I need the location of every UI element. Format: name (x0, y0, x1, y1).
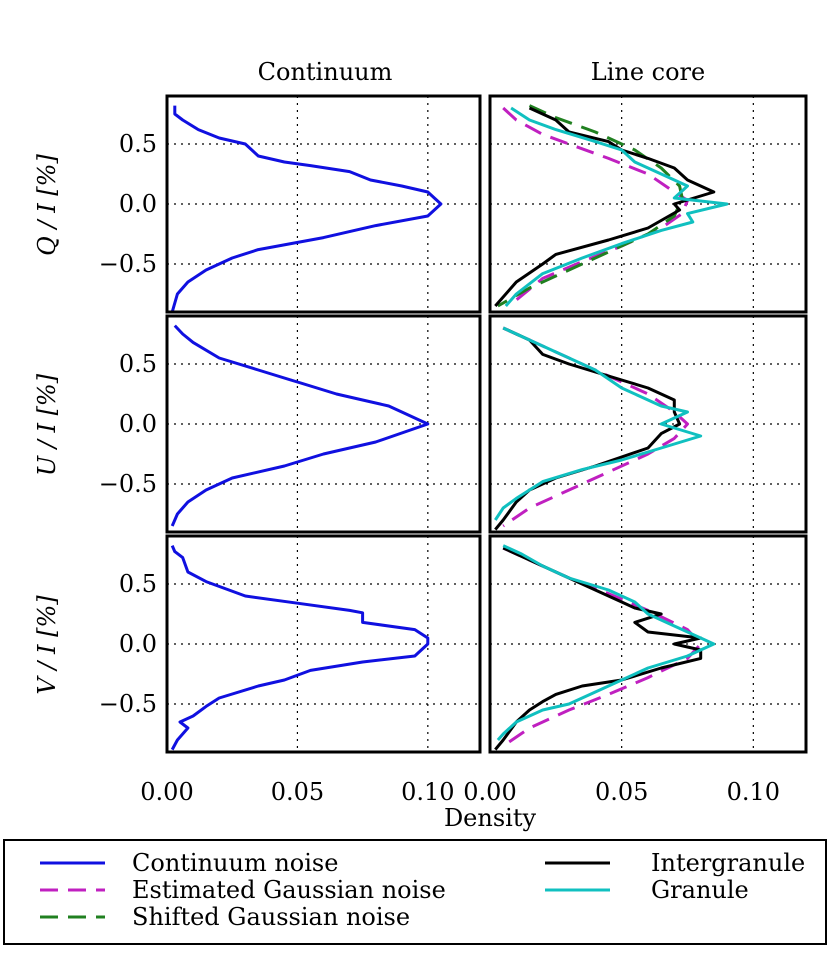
legend: Continuum noise Estimated Gaussian noise… (3, 839, 827, 945)
panel-r0-c1-series-granule (504, 106, 729, 307)
panel-r0-c1 (488, 94, 808, 314)
panel-r1-c1-series-intergranule (494, 326, 682, 531)
panel-r2-c1-xtick-2: 0.10 (727, 778, 780, 806)
column-title-line-core: Line core (591, 58, 705, 86)
panel-r2-c1-xtick-0: 0.00 (463, 778, 516, 806)
legend-frame (3, 839, 827, 945)
panel-r2-c1-series-estimated (502, 546, 703, 748)
panel-r2-c0-xtick-1: 0.05 (271, 778, 324, 806)
panel-r2-c0-frame (165, 534, 482, 754)
panel-r1-c0-series-continuum (170, 324, 430, 527)
legend-label-shifted: Shifted Gaussian noise (132, 903, 410, 931)
panel-r0-c0-series-continuum (170, 105, 443, 312)
panel-r1-c1 (488, 314, 808, 534)
panel-r0-c0-ytick-2: 0.5 (119, 130, 157, 158)
panel-r1-c1-series-granule (494, 326, 703, 521)
panel-r2-c0-xtick-2: 0.10 (401, 778, 454, 806)
row-label-v: V / I [%] (33, 595, 61, 695)
panel-r0-c0-frame (165, 94, 482, 314)
panel-r2-c0-xtick-0: 0.00 (140, 778, 193, 806)
panel-r0-c1-frame (488, 94, 808, 314)
row-label-q: Q / I [%] (33, 154, 61, 256)
panel-r2-c1: 0.00 0.05 0.10 (463, 534, 808, 806)
panel-r1-c1-frame (488, 314, 808, 534)
panel-r0-c0: −0.5 0.0 0.5 (99, 94, 482, 314)
panel-r1-c0-frame (165, 314, 482, 534)
panel-r1-c0-ytick-2: 0.5 (119, 350, 157, 378)
panel-r0-c0-ytick-1: 0.0 (119, 190, 157, 218)
panel-r0-c0-ytick-0: −0.5 (99, 250, 157, 278)
panel-r1-c0-ytick-0: −0.5 (99, 470, 157, 498)
panel-r2-c1-xtick-1: 0.05 (595, 778, 648, 806)
legend-label-intergranule: Intergranule (651, 849, 805, 877)
legend-label-granule: Granule (651, 876, 749, 904)
panel-r1-c1-series-estimated (502, 326, 689, 528)
panel-r2-c0: −0.5 0.0 0.5 0.00 0.05 0.10 (99, 534, 482, 806)
panel-r2-c1-series-granule (496, 544, 716, 741)
panel-r2-c0-ytick-0: −0.5 (99, 690, 157, 718)
legend-label-continuum: Continuum noise (132, 849, 338, 877)
panel-r0-c1-series-intergranule (494, 106, 716, 307)
panel-r2-c0-series-continuum (170, 545, 430, 751)
panel-r2-c1-frame (488, 534, 808, 754)
panel-r2-c0-ytick-1: 0.0 (119, 630, 157, 658)
x-axis-label: Density (444, 804, 537, 832)
panel-r1-c0: −0.5 0.0 0.5 (99, 314, 482, 534)
panel-r2-c0-ytick-2: 0.5 (119, 570, 157, 598)
panel-r2-c1-series-intergranule (494, 546, 703, 751)
panel-r1-c0-ytick-1: 0.0 (119, 410, 157, 438)
row-label-u: U / I [%] (33, 373, 61, 476)
column-title-continuum: Continuum (258, 58, 393, 86)
legend-label-estimated: Estimated Gaussian noise (132, 876, 446, 904)
